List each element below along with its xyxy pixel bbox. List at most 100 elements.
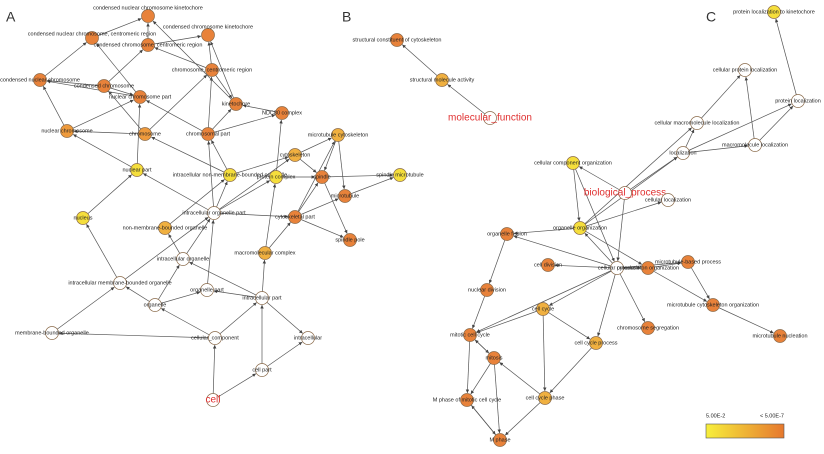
node-label: intracellular part <box>242 295 282 301</box>
edge <box>294 198 339 218</box>
edge <box>616 192 626 262</box>
node <box>690 116 704 130</box>
node <box>255 363 269 377</box>
node <box>85 31 99 45</box>
edge <box>210 41 237 105</box>
node <box>773 329 787 343</box>
node-label: kinetochore <box>222 101 250 107</box>
node-label: organelle <box>144 302 167 308</box>
edge <box>46 80 141 98</box>
node-label: cytoskeleton <box>280 152 311 158</box>
node <box>141 9 155 23</box>
edge <box>616 267 646 322</box>
edge <box>275 119 283 178</box>
node-label: intracellular organelle <box>157 256 209 262</box>
node-label: microtubule-based process <box>655 259 721 265</box>
node-label: condensed nuclear chromosome kinetochore <box>93 5 203 11</box>
node-label: organelle part <box>190 287 224 293</box>
edge <box>682 144 749 154</box>
edge <box>696 74 741 124</box>
edge <box>154 291 201 306</box>
node <box>207 206 221 220</box>
node-label: cellular localization <box>645 197 691 203</box>
node <box>589 336 603 350</box>
node <box>460 393 474 407</box>
node-label: intracellular non-membrane-bounded organ… <box>173 172 287 178</box>
edge <box>145 100 209 135</box>
node <box>288 148 302 162</box>
node <box>791 94 805 108</box>
edge <box>212 373 257 401</box>
edge <box>147 34 202 46</box>
node <box>223 168 237 182</box>
node <box>138 127 152 141</box>
node <box>536 302 550 316</box>
edge <box>136 103 142 171</box>
edge <box>261 297 303 334</box>
edge <box>579 201 662 229</box>
node <box>208 331 222 345</box>
node <box>301 331 315 345</box>
edge <box>504 397 546 436</box>
edge <box>344 177 394 197</box>
edge <box>91 18 142 39</box>
edge <box>154 264 180 306</box>
node <box>493 433 507 447</box>
edge <box>152 20 237 105</box>
node <box>738 63 752 77</box>
edge <box>182 218 211 260</box>
edge <box>321 176 348 234</box>
node-label: membrane-bounded organelle <box>15 330 89 336</box>
edge <box>213 289 263 299</box>
node <box>97 79 111 93</box>
node <box>205 63 219 77</box>
node-label: condensed chromosome kinetochore <box>163 24 253 30</box>
node <box>343 233 357 247</box>
node-label: chromosome, centromeric region <box>172 67 252 73</box>
edge <box>86 223 121 284</box>
node-label: organelle organization <box>553 225 607 231</box>
legend-high: < 5.00E-7 <box>760 413 784 419</box>
edge <box>213 212 289 219</box>
node-label: chromosomal part <box>186 131 230 137</box>
edge <box>542 308 547 392</box>
edge <box>513 235 618 269</box>
edge <box>58 331 216 339</box>
edge <box>401 44 443 81</box>
node-label: intracellular organelle part <box>182 210 246 216</box>
node <box>258 246 272 260</box>
node <box>148 298 162 312</box>
node <box>331 128 345 142</box>
node-label: condensed chromosome <box>74 83 134 89</box>
node <box>158 221 172 235</box>
node <box>487 351 501 365</box>
node-label: cellular protein localization <box>713 67 778 73</box>
edge <box>108 91 146 135</box>
edge <box>144 74 208 135</box>
edge <box>229 156 289 176</box>
node-label: cytoskeletal part <box>275 214 315 220</box>
node <box>133 90 147 104</box>
node-label: cytoskeleton organization <box>617 265 679 271</box>
node-label: protein localization to kinetochore <box>733 9 815 15</box>
edge <box>687 261 710 300</box>
node <box>463 328 477 342</box>
node-label: structural constituent of cytoskeleton <box>353 37 442 43</box>
edge <box>73 129 146 135</box>
node <box>33 73 47 87</box>
node-label: intracellular membrane-bounded organelle <box>68 280 171 286</box>
edge <box>46 79 105 87</box>
edge <box>470 357 495 395</box>
node <box>275 106 289 120</box>
node-label: microtubule cytoskeleton <box>308 132 369 138</box>
node-label: localization <box>669 150 696 156</box>
edge <box>261 341 303 371</box>
node-label: microtubule nucleation <box>752 333 807 339</box>
edge <box>579 127 693 229</box>
edge <box>744 76 756 146</box>
node-label: protein localization <box>775 98 821 104</box>
panel-label: B <box>342 9 351 25</box>
node-label: cellular process <box>598 265 636 271</box>
edge <box>151 136 231 176</box>
node-label: cellular component organization <box>534 160 612 166</box>
